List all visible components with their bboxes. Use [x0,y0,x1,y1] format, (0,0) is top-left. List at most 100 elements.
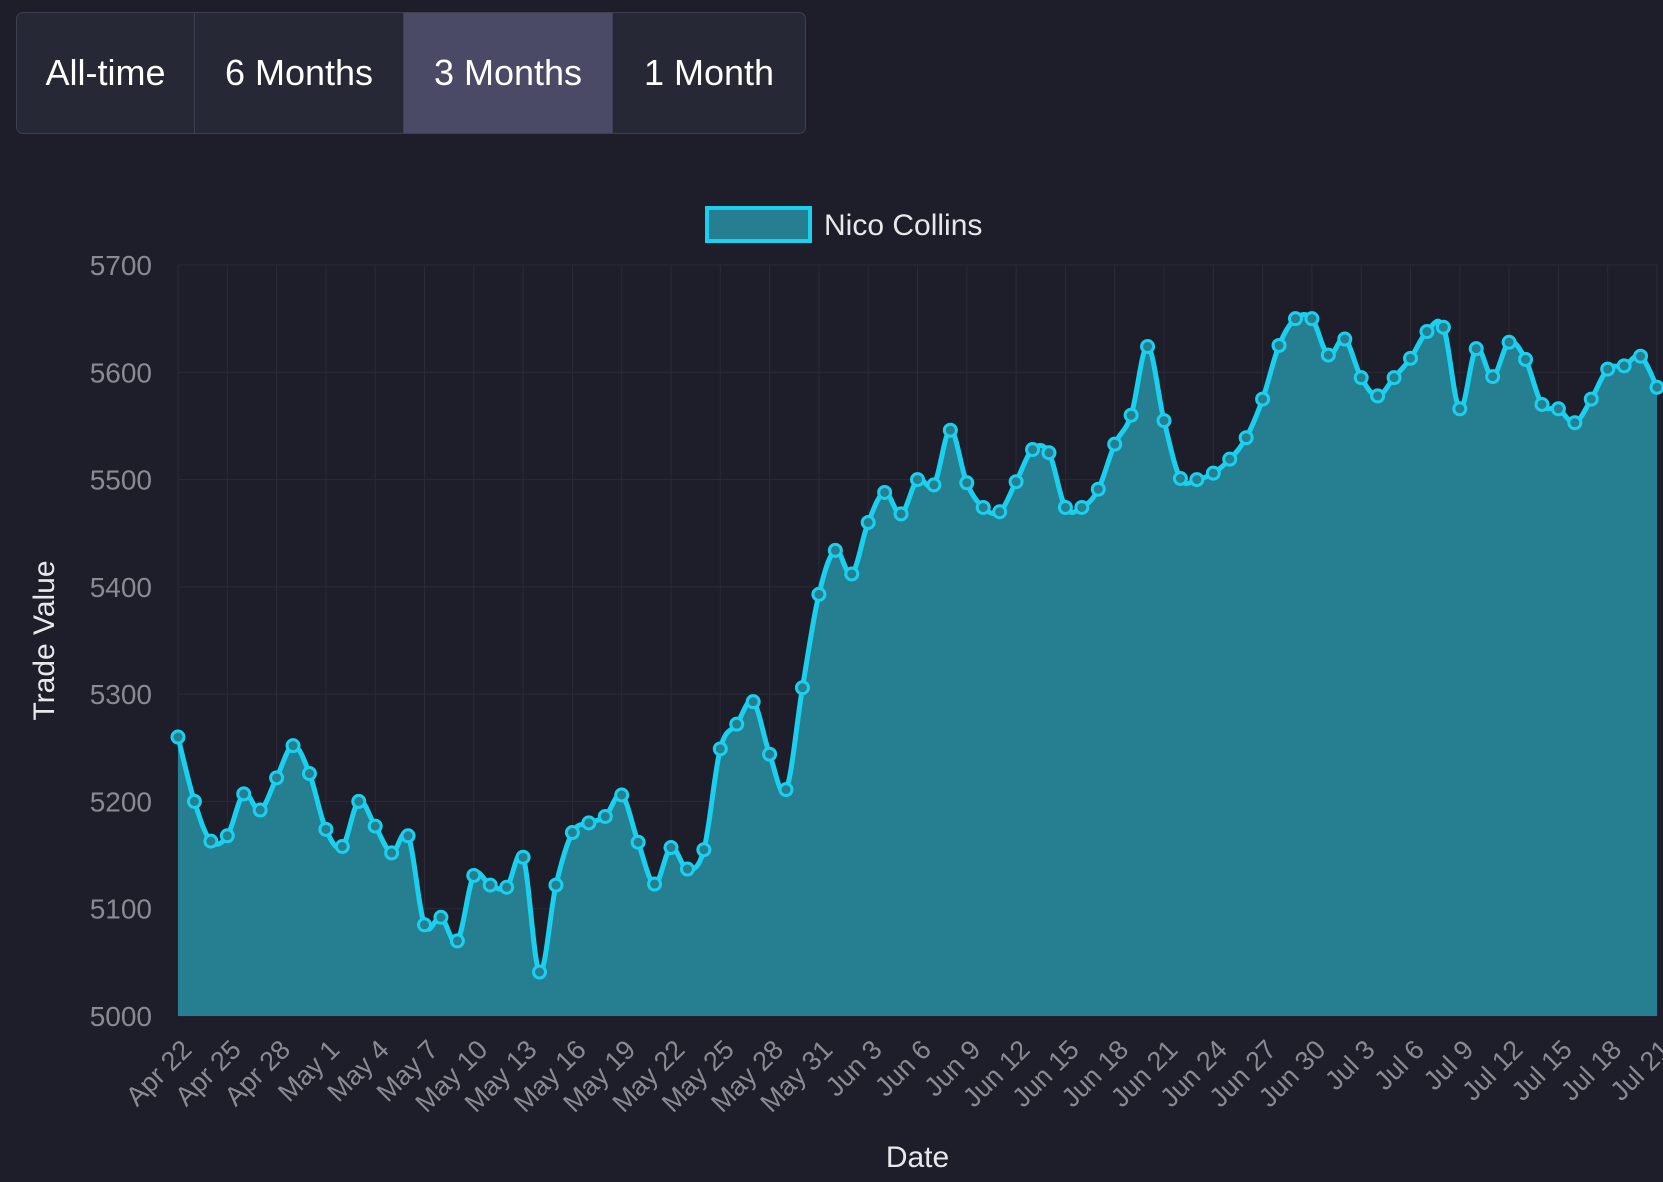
data-point [877,484,893,500]
data-point [844,566,860,582]
data-point [827,542,843,558]
y-axis-label: Trade Value [28,560,61,720]
data-point [1287,311,1303,327]
data-point [663,840,679,856]
data-point [1074,499,1090,515]
data-point [1403,350,1418,366]
time-range-selector: All-time 6 Months 3 Months 1 Month [16,12,806,134]
data-point [1140,339,1156,355]
data-point [712,741,728,757]
data-point [515,849,531,865]
data-point [1025,442,1041,458]
data-point [975,499,991,515]
data-point [942,422,958,438]
data-point [548,877,564,893]
data-point [236,786,252,802]
data-point [417,917,432,933]
y-tick-label: 5200 [90,786,152,817]
data-point [1057,499,1073,515]
data-point [285,738,301,754]
data-point [926,477,942,493]
data-point [630,834,646,850]
data-point [1567,415,1583,431]
legend[interactable]: Nico Collins [705,206,982,243]
data-point [959,475,975,491]
data-point [1435,319,1451,335]
data-point [384,845,400,861]
data-point [860,514,876,530]
data-point [1353,370,1369,386]
data-point [1501,334,1517,350]
y-tick-label: 5100 [90,894,152,925]
data-points [170,311,1663,980]
data-point [581,815,597,831]
data-point [351,793,367,809]
data-point [1189,472,1205,488]
data-point [334,838,350,854]
data-point [1485,369,1501,385]
data-point [1468,341,1484,357]
y-tick-label: 5600 [90,357,152,388]
data-point [1222,451,1238,467]
data-point [1633,348,1649,364]
data-point [301,766,317,782]
data-point [1271,337,1287,353]
data-point [367,818,383,834]
data-point [564,825,580,841]
data-point [778,782,794,798]
data-point [1452,401,1468,417]
x-tick-label: Jun 6 [869,1034,937,1102]
series-area-fill [178,314,1657,1017]
data-point [170,729,186,745]
data-point [1370,388,1386,404]
x-axis-label: Date [886,1141,949,1174]
data-point [893,506,909,522]
data-point [433,909,449,925]
data-point [1304,311,1320,327]
data-point [1337,331,1353,347]
data-point [1534,396,1550,412]
data-point [679,861,695,877]
data-point [400,828,416,844]
data-point [1008,474,1024,490]
x-tick-label: Jul 6 [1368,1034,1430,1096]
data-point [269,770,285,786]
data-point [252,802,268,818]
range-1-month-button[interactable]: 1 Month [643,52,775,93]
data-point [219,828,235,844]
data-point [1123,407,1139,423]
y-tick-label: 5000 [90,1001,152,1032]
legend-swatch [705,206,812,243]
data-point [762,746,778,762]
data-point [794,680,810,696]
data-point [614,787,630,803]
data-point [811,586,827,602]
data-point [482,877,498,893]
data-point [910,472,925,488]
data-point [1600,361,1616,377]
data-point [1041,445,1057,461]
data-point [203,833,219,849]
data-point [1583,391,1599,407]
range-6-months-button[interactable]: 6 Months [195,13,404,133]
data-point [1518,351,1534,367]
data-point [1550,401,1566,417]
data-point [1238,430,1254,446]
data-point [1320,347,1336,363]
y-tick-label: 5400 [90,572,152,603]
range-all-time-button[interactable]: All-time [17,13,195,133]
x-tick-label: Jun 3 [820,1034,888,1102]
y-tick-label: 5300 [90,679,152,710]
data-point [1156,413,1172,429]
data-point [318,821,334,837]
y-axis-ticks: 5000 5100 5200 5300 5400 5500 5600 5700 [90,250,152,1032]
data-point [1616,358,1632,374]
data-point [647,876,663,892]
data-point [466,867,482,883]
range-3-months-button[interactable]: 3 Months [404,13,613,133]
y-tick-label: 5500 [90,465,152,496]
data-point [696,842,712,858]
y-tick-label: 5700 [90,250,152,281]
